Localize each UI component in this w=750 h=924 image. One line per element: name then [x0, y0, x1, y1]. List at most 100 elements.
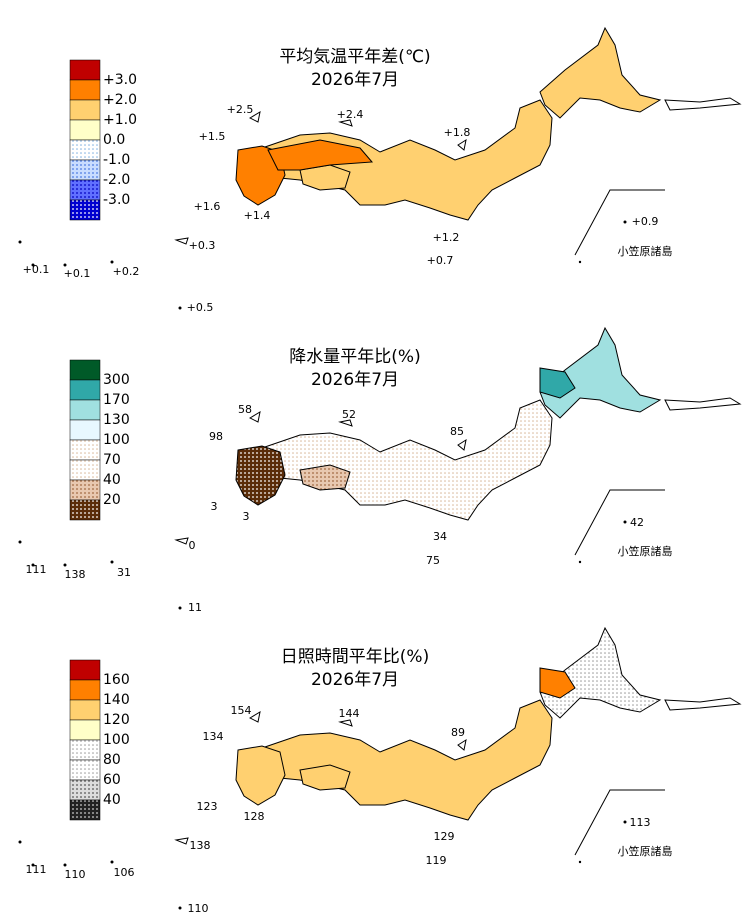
island-dot: [18, 540, 22, 544]
islands-label: 小笠原諸島: [618, 544, 673, 558]
island-dot: [178, 906, 182, 910]
legend-swatch: [69, 419, 101, 441]
kyushu: [235, 145, 286, 206]
legend-label: -3.0: [103, 192, 130, 208]
accent-region: [539, 367, 576, 399]
station-label: 123: [197, 800, 218, 813]
legend-swatch: [69, 119, 101, 141]
legend-label: +2.0: [103, 92, 137, 108]
station-label: 42: [630, 516, 644, 529]
legend-swatch: [69, 679, 101, 701]
honshu: [261, 699, 553, 821]
hokkaido: [539, 626, 662, 719]
shikoku: [299, 464, 351, 491]
legend-swatch: [69, 719, 101, 741]
station-label: +2.5: [227, 103, 254, 116]
station-label: +1.5: [199, 130, 226, 143]
legend-swatch: [69, 199, 101, 221]
station-label: +0.5: [187, 301, 214, 314]
station-label: +1.2: [433, 231, 460, 244]
station-label: 110: [188, 902, 209, 915]
legend-label: 60: [103, 772, 121, 788]
hokkaido: [539, 26, 662, 119]
station-label: 85: [450, 425, 464, 438]
island-dot: [63, 563, 67, 567]
legend-swatch: [69, 739, 101, 761]
legend-swatch: [69, 99, 101, 121]
legend-swatch: [69, 379, 101, 401]
islands: [174, 697, 742, 845]
island-dot: [623, 520, 627, 524]
legend-label: 160: [103, 672, 130, 688]
station-label: 58: [238, 403, 252, 416]
legend-label: 170: [103, 392, 130, 408]
island-dot: [578, 560, 582, 564]
panel-title: 平均気温平年差(℃): [279, 47, 430, 67]
legend-label: 40: [103, 792, 121, 808]
legend-swatch: [69, 459, 101, 481]
panel-title: 降水量平年比(%): [289, 347, 420, 367]
legend-label: 20: [103, 492, 121, 508]
legend-swatch: [69, 439, 101, 461]
island-dot: [110, 560, 114, 564]
station-label: +0.9: [632, 215, 659, 228]
island-dot: [31, 563, 35, 567]
panel-subtitle: 2026年7月: [311, 70, 399, 90]
station-label: +1.6: [194, 200, 221, 213]
station-label: 110: [65, 868, 86, 881]
station-label: 3: [211, 500, 218, 513]
station-label: 3: [243, 510, 250, 523]
station-label: +0.7: [427, 254, 454, 267]
legend-swatch: [69, 479, 101, 501]
station-label: +0.1: [23, 263, 50, 276]
legend-swatch: [69, 79, 101, 101]
islands: [174, 397, 742, 545]
legend-swatch: [69, 159, 101, 181]
legend-swatch: [69, 359, 101, 381]
island-dot: [623, 820, 627, 824]
legend-label: -2.0: [103, 172, 130, 188]
legend-label: 80: [103, 752, 121, 768]
inset-frame: [574, 789, 665, 856]
hokkaido: [539, 326, 662, 419]
legend-swatch: [69, 499, 101, 521]
station-label: 128: [244, 810, 265, 823]
station-label: 34: [433, 530, 447, 543]
island-dot: [110, 260, 114, 264]
inset-frame: [574, 489, 665, 556]
legend-label: 300: [103, 372, 130, 388]
inset-frame: [574, 189, 665, 256]
station-label: 89: [451, 726, 465, 739]
station-label: 129: [434, 830, 455, 843]
kyushu: [235, 745, 286, 806]
honshu: [261, 99, 553, 221]
station-label: 144: [339, 707, 360, 720]
station-label: 98: [209, 430, 223, 443]
station-label: +2.4: [337, 108, 364, 121]
station-label: +1.8: [444, 126, 471, 139]
station-label: 113: [630, 816, 651, 829]
island-dot: [578, 860, 582, 864]
station-label: 52: [342, 408, 356, 421]
station-label: 106: [114, 866, 135, 879]
legend-swatch: [69, 779, 101, 801]
island-dot: [31, 863, 35, 867]
shikoku: [299, 764, 351, 791]
station-label: +0.3: [189, 239, 216, 252]
legend-label: -1.0: [103, 152, 130, 168]
panel-title: 日照時間平年比(%): [281, 647, 429, 667]
station-label: +0.1: [64, 267, 91, 280]
station-label: 134: [203, 730, 224, 743]
island-dot: [623, 220, 627, 224]
legend-swatch: [69, 399, 101, 421]
island-dot: [63, 263, 67, 267]
legend-swatch: [69, 759, 101, 781]
station-label: 138: [65, 568, 86, 581]
legend-swatch: [69, 59, 101, 81]
islands-label: 小笠原諸島: [618, 244, 673, 258]
legend-label: 40: [103, 472, 121, 488]
map-panel: 300 170 130 100 70 40 20 降水量平年比(%) 2026年7月 58 52 98…: [18, 326, 742, 614]
legend-swatch: [69, 799, 101, 821]
honshu: [261, 399, 553, 521]
